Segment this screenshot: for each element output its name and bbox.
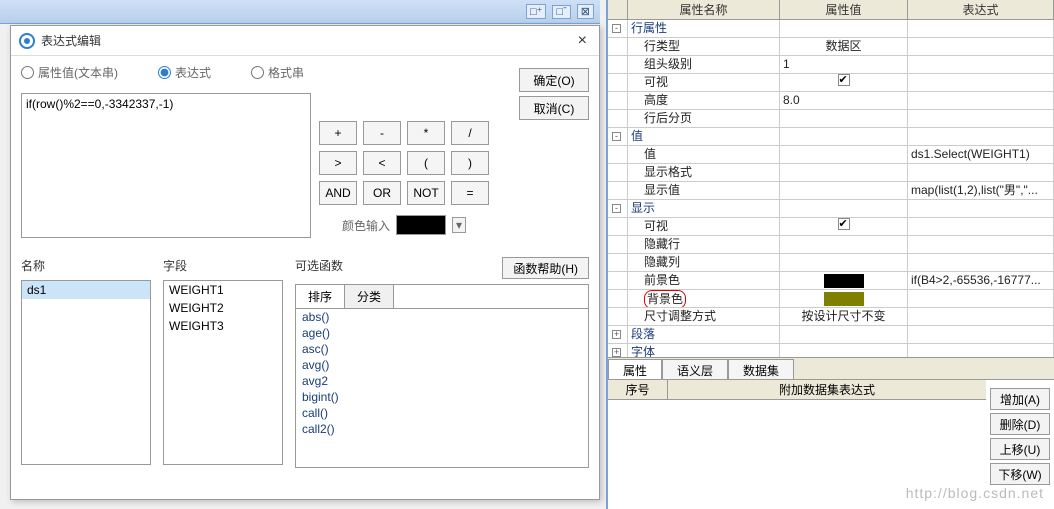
ok-button[interactable]: 确定(O)	[519, 68, 589, 92]
property-row[interactable]: 显示值map(list(1,2),list("男","...	[608, 182, 1054, 200]
cancel-button[interactable]: 取消(C)	[519, 96, 589, 120]
mode-radios: 属性值(文本串) 表达式 格式串	[21, 64, 511, 81]
group-row[interactable]: -行属性	[608, 20, 1054, 38]
op-button[interactable]: (	[407, 151, 445, 175]
property-row[interactable]: 值ds1.Select(WEIGHT1)	[608, 146, 1054, 164]
op-button[interactable]: AND	[319, 181, 357, 205]
list-item[interactable]: ds1	[22, 281, 150, 299]
ops-row-1: +-*/	[319, 121, 489, 145]
list-item[interactable]: bigint()	[296, 389, 588, 405]
property-row[interactable]: 可视	[608, 218, 1054, 236]
property-row[interactable]: 显示格式	[608, 164, 1054, 182]
op-button[interactable]: -	[363, 121, 401, 145]
operator-pad: +-*/ ><() ANDORNOT= 颜色输入 ▾	[319, 93, 489, 241]
tab-category[interactable]: 分类	[345, 285, 394, 308]
add-button[interactable]: 增加(A)	[990, 388, 1050, 410]
op-button[interactable]: NOT	[407, 181, 445, 205]
functions-list[interactable]: abs()age()asc()avg()avg2bigint()call()ca…	[295, 308, 589, 468]
op-button[interactable]: )	[451, 151, 489, 175]
function-help-button[interactable]: 函数帮助(H)	[502, 257, 589, 279]
functions-label: 可选函数	[295, 257, 502, 274]
list-item[interactable]: WEIGHT2	[164, 299, 282, 317]
expression-editor-dialog: 表达式编辑 × 属性值(文本串) 表达式 格式串 +-*/ ><() ANDOR…	[10, 25, 600, 500]
list-item[interactable]: abs()	[296, 309, 588, 325]
color-label: 颜色输入	[342, 217, 390, 234]
group-row[interactable]: +字体	[608, 344, 1054, 358]
list-item[interactable]: avg()	[296, 357, 588, 373]
property-row[interactable]: 组头级别1	[608, 56, 1054, 74]
close-win-icon[interactable]: ⊠	[577, 4, 594, 19]
tab-sort[interactable]: 排序	[296, 285, 345, 308]
fields-list[interactable]: WEIGHT1WEIGHT2WEIGHT3	[163, 280, 283, 465]
property-row[interactable]: 背景色	[608, 290, 1054, 308]
list-item[interactable]: WEIGHT1	[164, 281, 282, 299]
ops-row-3: ANDORNOT=	[319, 181, 489, 205]
expression-input[interactable]	[21, 93, 311, 238]
op-button[interactable]: >	[319, 151, 357, 175]
property-row[interactable]: 可视	[608, 74, 1054, 92]
list-item[interactable]: call2()	[296, 421, 588, 437]
op-button[interactable]: *	[407, 121, 445, 145]
op-button[interactable]: /	[451, 121, 489, 145]
tab-dataset[interactable]: 数据集	[728, 359, 794, 379]
property-row[interactable]: 隐藏列	[608, 254, 1054, 272]
property-row[interactable]: 前景色if(B4>2,-65536,-16777...	[608, 272, 1054, 290]
list-item[interactable]: call()	[296, 405, 588, 421]
property-row[interactable]: 行后分页	[608, 110, 1054, 128]
property-grid[interactable]: -行属性行类型数据区组头级别1可视高度8.0行后分页-值值ds1.Select(…	[608, 20, 1054, 358]
list-item[interactable]: WEIGHT3	[164, 317, 282, 335]
watermark: http://blog.csdn.net	[906, 485, 1044, 501]
radio-format[interactable]: 格式串	[251, 64, 304, 81]
radio-literal[interactable]: 属性值(文本串)	[21, 64, 118, 81]
property-pane: 属性名称 属性值 表达式 -行属性行类型数据区组头级别1可视高度8.0行后分页-…	[606, 0, 1054, 509]
names-list[interactable]: ds1	[21, 280, 151, 465]
names-label: 名称	[21, 257, 151, 274]
tab-semantic[interactable]: 语义层	[662, 359, 728, 379]
color-swatch[interactable]	[396, 215, 446, 235]
dropdown-icon[interactable]: ▾	[452, 217, 466, 233]
delete-button[interactable]: 删除(D)	[990, 413, 1050, 435]
attach-grid[interactable]: 序号 附加数据集表达式	[608, 380, 986, 500]
group-row[interactable]: -显示	[608, 200, 1054, 218]
max-icon[interactable]: □ˉ	[552, 5, 570, 19]
tab-attr[interactable]: 属性	[608, 359, 662, 379]
move-up-button[interactable]: 上移(U)	[990, 438, 1050, 460]
close-icon[interactable]: ×	[574, 32, 591, 50]
op-button[interactable]: +	[319, 121, 357, 145]
dialog-title: 表达式编辑	[41, 32, 574, 49]
property-row[interactable]: 尺寸调整方式按设计尺寸不变	[608, 308, 1054, 326]
list-item[interactable]: avg2	[296, 373, 588, 389]
group-row[interactable]: +段落	[608, 326, 1054, 344]
property-row[interactable]: 高度8.0	[608, 92, 1054, 110]
group-row[interactable]: -值	[608, 128, 1054, 146]
op-button[interactable]: <	[363, 151, 401, 175]
min-icon[interactable]: □⁺	[526, 4, 546, 19]
op-button[interactable]: OR	[363, 181, 401, 205]
bottom-tabs: 属性 语义层 数据集	[608, 358, 1054, 380]
ops-row-2: ><()	[319, 151, 489, 175]
list-item[interactable]: age()	[296, 325, 588, 341]
property-row[interactable]: 行类型数据区	[608, 38, 1054, 56]
list-item[interactable]: asc()	[296, 341, 588, 357]
app-icon	[19, 33, 35, 49]
fields-label: 字段	[163, 257, 283, 274]
property-row[interactable]: 隐藏行	[608, 236, 1054, 254]
grid-header: 属性名称 属性值 表达式	[608, 0, 1054, 20]
move-down-button[interactable]: 下移(W)	[990, 463, 1050, 485]
op-button[interactable]: =	[451, 181, 489, 205]
window-chrome: □⁺ □ˉ ⊠	[0, 0, 600, 24]
radio-expression[interactable]: 表达式	[158, 64, 211, 81]
function-tabs: 排序 分类	[295, 284, 589, 308]
